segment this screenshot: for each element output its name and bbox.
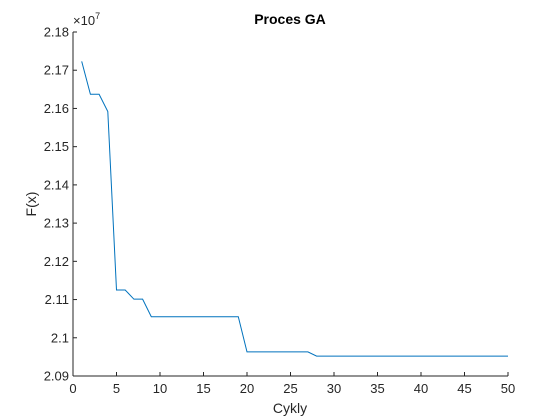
plot-background	[73, 32, 508, 376]
x-tick-label: 40	[414, 381, 428, 396]
x-tick-label: 5	[113, 381, 120, 396]
x-tick-label: 0	[69, 381, 76, 396]
y-tick-label: 2.14	[44, 177, 69, 192]
x-tick-label: 30	[327, 381, 341, 396]
x-tick-label: 25	[283, 381, 297, 396]
x-tick-label: 45	[457, 381, 471, 396]
x-tick-label: 50	[501, 381, 515, 396]
y-axis-exponent-power: 7	[95, 11, 100, 21]
x-axis-ticks: 0 5 10 15 20 25 30 35 40 45 50	[69, 372, 515, 396]
y-tick-label: 2.17	[44, 63, 69, 78]
y-axis-ticks: 2.09 2.1 2.11 2.12 2.13 2.14 2.15 2.16 2.17 2.18	[44, 25, 77, 384]
x-tick-label: 10	[153, 381, 167, 396]
y-axis-label: F(x)	[23, 192, 39, 217]
y-axis-exponent-base: ×10	[73, 13, 95, 28]
y-tick-label: 2.12	[44, 254, 69, 269]
series-line	[81, 61, 508, 357]
x-tick-label: 15	[196, 381, 210, 396]
y-tick-label: 2.1	[51, 330, 69, 345]
y-tick-label: 2.16	[44, 101, 69, 116]
y-tick-label: 2.11	[45, 292, 69, 307]
y-tick-label: 2.09	[44, 369, 69, 384]
y-axis-exponent: ×107	[73, 11, 100, 28]
x-tick-label: 35	[370, 381, 384, 396]
y-tick-label: 2.18	[44, 25, 69, 40]
y-tick-label: 2.15	[44, 139, 69, 154]
x-axis-label: Cykly	[273, 400, 307, 416]
x-tick-label: 20	[240, 381, 254, 396]
y-tick-label: 2.13	[44, 216, 69, 231]
chart-title: Proces GA	[254, 11, 326, 27]
